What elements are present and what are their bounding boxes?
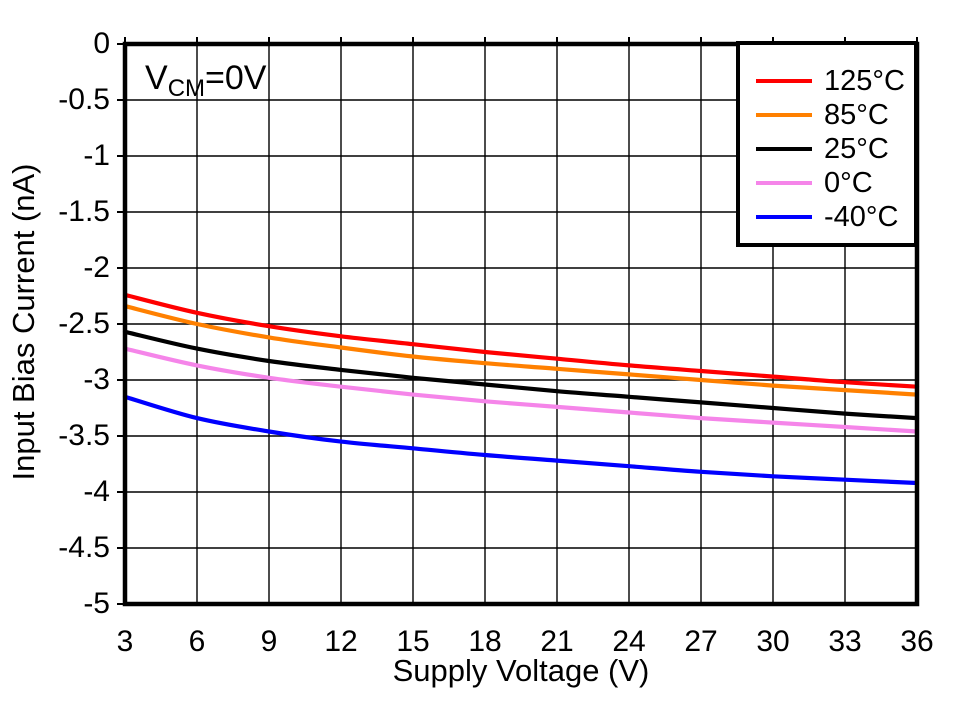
legend-item: 0°C — [740, 166, 914, 200]
legend-swatch-125C — [756, 79, 812, 83]
x-axis-title: Supply Voltage (V) — [392, 653, 650, 688]
legend-label: 25°C — [824, 133, 889, 165]
y-tick-label: -3 — [83, 363, 110, 396]
x-tick-label: 9 — [260, 625, 278, 658]
x-tick-label: 27 — [684, 625, 718, 658]
x-tick-label: 12 — [324, 625, 358, 658]
y-tick-label: 0 — [93, 27, 110, 60]
x-tick-label: 24 — [612, 625, 646, 658]
plot-border — [122, 41, 920, 607]
y-tick-label: -4 — [83, 475, 110, 508]
legend-label: 125°C — [824, 65, 905, 97]
x-tick-label: 15 — [396, 625, 430, 658]
vcm-annotation-sub: CM — [167, 75, 206, 102]
x-tick-label: 33 — [828, 625, 862, 658]
x-tick-label: 21 — [540, 625, 574, 658]
series-line-85C — [122, 303, 920, 397]
legend: 125°C 85°C 25°C 0°C -40°C — [736, 41, 918, 247]
y-tick-label: -1 — [83, 139, 110, 172]
series-line--40C — [122, 394, 920, 486]
legend-swatch-25C — [756, 147, 812, 151]
y-tick-label: -4.5 — [58, 531, 110, 564]
x-tick-label: 6 — [188, 625, 206, 658]
x-tick-label: 3 — [116, 625, 134, 658]
y-tick-label: -1.5 — [58, 195, 110, 228]
y-tick-label: -5 — [83, 587, 110, 620]
legend-swatch--40C — [756, 215, 812, 219]
legend-item: 85°C — [740, 98, 914, 132]
series-line-125C — [122, 292, 920, 389]
legend-label: 85°C — [824, 99, 889, 131]
y-tick-label: -0.5 — [58, 83, 110, 116]
series-line-25C — [122, 329, 920, 421]
legend-item: 25°C — [740, 132, 914, 166]
legend-swatch-0C — [756, 181, 812, 185]
y-tick-label: -3.5 — [58, 419, 110, 452]
series-line-0C — [122, 346, 920, 434]
vcm-annotation-main: V — [145, 59, 168, 97]
legend-swatch-85C — [756, 113, 812, 117]
legend-item: -40°C — [740, 200, 914, 234]
vcm-annotation-rest: =0V — [205, 59, 267, 97]
x-tick-label: 18 — [468, 625, 502, 658]
x-tick-label: 36 — [900, 625, 934, 658]
legend-label: -40°C — [824, 201, 899, 233]
x-tick-label: 30 — [756, 625, 790, 658]
y-tick-label: -2.5 — [58, 307, 110, 340]
legend-label: 0°C — [824, 167, 873, 199]
legend-item: 125°C — [740, 64, 914, 98]
vcm-annotation: VCM=0V — [145, 59, 266, 108]
y-tick-label: -2 — [83, 251, 110, 284]
